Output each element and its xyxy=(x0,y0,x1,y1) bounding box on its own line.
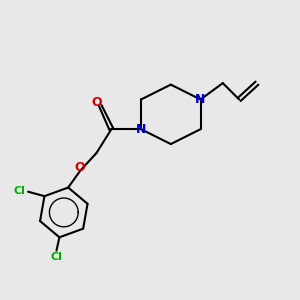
Text: N: N xyxy=(195,93,206,106)
Text: Cl: Cl xyxy=(14,186,26,196)
Text: N: N xyxy=(136,123,146,136)
Text: Cl: Cl xyxy=(50,252,62,262)
Text: O: O xyxy=(75,161,86,174)
Text: O: O xyxy=(91,96,102,109)
